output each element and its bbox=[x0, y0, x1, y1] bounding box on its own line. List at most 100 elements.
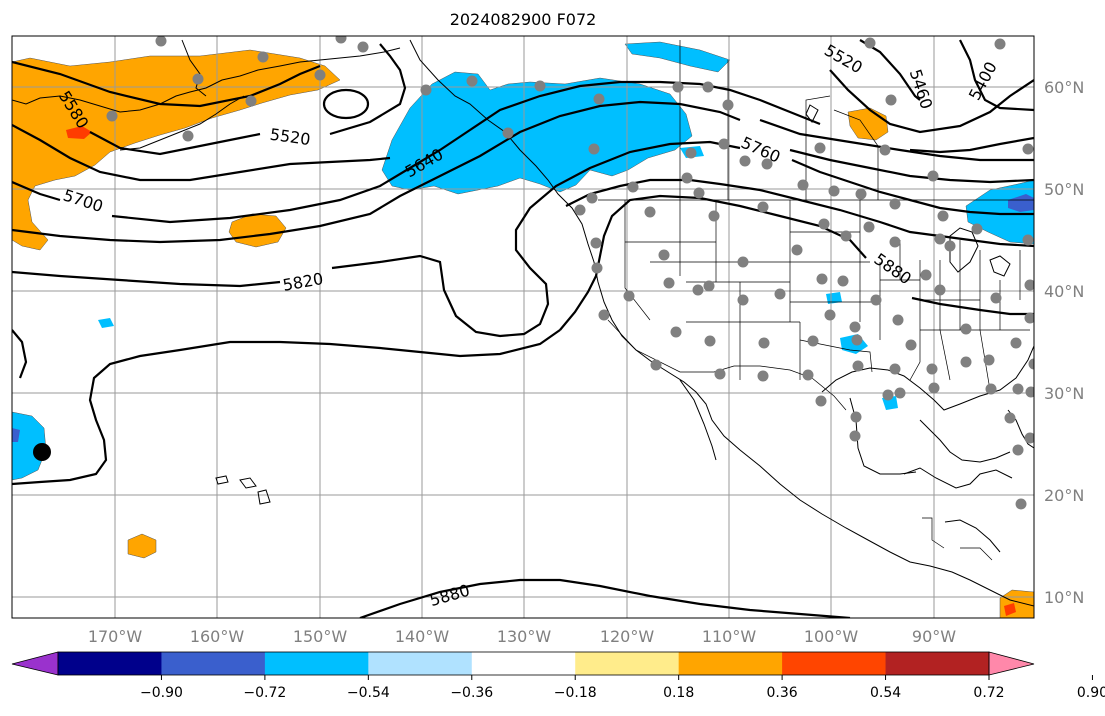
station-dot bbox=[1022, 234, 1034, 246]
station-dot bbox=[420, 84, 432, 96]
station-dot bbox=[840, 230, 852, 242]
station-dot bbox=[892, 314, 904, 326]
station-dot bbox=[837, 275, 849, 287]
station-dot bbox=[960, 323, 972, 335]
station-dot bbox=[182, 130, 194, 142]
station-dot bbox=[758, 337, 770, 349]
map-panel: 5580 5520 5640 5700 5820 5760 5520 5460 … bbox=[12, 36, 1034, 618]
colorbar-tick-label: −0.90 bbox=[140, 685, 183, 701]
station-dot bbox=[1012, 383, 1024, 395]
station-dot bbox=[971, 223, 983, 235]
station-dot bbox=[623, 290, 635, 302]
station-dot bbox=[944, 240, 956, 252]
colorbar-segment bbox=[678, 652, 783, 675]
colorbar-segment bbox=[161, 652, 266, 675]
colorbar-min-arrow bbox=[11, 651, 59, 676]
lon-label: 120°W bbox=[600, 627, 655, 646]
station-dot bbox=[816, 273, 828, 285]
station-dot bbox=[1022, 143, 1034, 155]
colorbar-tick-label: −0.36 bbox=[450, 685, 493, 701]
station-dot bbox=[994, 38, 1006, 50]
station-dot bbox=[864, 37, 876, 49]
station-dot bbox=[889, 363, 901, 375]
lon-label: 170°W bbox=[88, 627, 143, 646]
lon-label: 130°W bbox=[497, 627, 552, 646]
station-dot bbox=[466, 75, 478, 87]
station-dot bbox=[155, 36, 167, 47]
latitude-labels: 60°N 50°N 40°N 30°N 20°N 10°N bbox=[1044, 78, 1084, 607]
station-dot bbox=[870, 294, 882, 306]
colorbar-segment bbox=[264, 652, 369, 675]
station-dot bbox=[824, 309, 836, 321]
station-dot bbox=[851, 334, 863, 346]
lon-label: 110°W bbox=[702, 627, 757, 646]
station-dot bbox=[534, 80, 546, 92]
station-dot bbox=[644, 206, 656, 218]
colorbar-tick-label: 0.54 bbox=[870, 685, 901, 701]
station-dot bbox=[934, 284, 946, 296]
lat-label: 30°N bbox=[1044, 384, 1084, 403]
station-dot bbox=[681, 172, 693, 184]
station-dot bbox=[192, 73, 204, 85]
political-borders bbox=[598, 40, 1034, 561]
station-dot bbox=[757, 370, 769, 382]
station-dot bbox=[591, 262, 603, 274]
station-dot bbox=[593, 93, 605, 105]
lat-label: 40°N bbox=[1044, 282, 1084, 301]
station-dot bbox=[658, 249, 670, 261]
station-dot bbox=[920, 269, 932, 281]
station-dot bbox=[106, 110, 118, 122]
station-dot bbox=[1024, 432, 1034, 444]
colorbar-segment bbox=[782, 652, 887, 675]
station-dot bbox=[814, 142, 826, 154]
station-dot bbox=[718, 138, 730, 150]
station-dot bbox=[828, 185, 840, 197]
station-dot bbox=[882, 389, 894, 401]
station-dot bbox=[714, 368, 726, 380]
station-dot bbox=[802, 369, 814, 381]
station-dot bbox=[894, 387, 906, 399]
station-dot bbox=[598, 309, 610, 321]
station-dot bbox=[990, 292, 1002, 304]
station-dot bbox=[983, 354, 995, 366]
station-dot bbox=[855, 188, 867, 200]
station-dot bbox=[1024, 312, 1034, 324]
station-dot bbox=[708, 210, 720, 222]
negative-anomaly-shading bbox=[12, 41, 1034, 481]
station-dot bbox=[693, 187, 705, 199]
map-frame bbox=[11, 35, 1035, 619]
station-dot bbox=[889, 236, 901, 248]
colorbar-tick-label: −0.72 bbox=[243, 685, 286, 701]
station-dot bbox=[985, 383, 997, 395]
station-dot bbox=[692, 284, 704, 296]
station-dot bbox=[335, 36, 347, 44]
map-title: 2024082900 F072 bbox=[450, 10, 597, 29]
station-dot bbox=[357, 41, 369, 53]
black-marker bbox=[33, 443, 51, 461]
station-dot bbox=[815, 395, 827, 407]
colorbar-tick-label: −0.54 bbox=[347, 685, 390, 701]
station-dot bbox=[627, 181, 639, 193]
station-dot bbox=[934, 233, 946, 245]
station-dot bbox=[590, 237, 602, 249]
station-dot bbox=[852, 360, 864, 372]
colorbar-tick-label: 0.36 bbox=[767, 685, 798, 701]
station-dot bbox=[791, 244, 803, 256]
station-dot bbox=[685, 147, 697, 159]
colorbar: −0.90 −0.72 −0.54 −0.36 −0.18 0.18 0.36 0.54 0.7… bbox=[11, 651, 1105, 701]
lat-label: 10°N bbox=[1044, 588, 1084, 607]
lon-label: 160°W bbox=[190, 627, 245, 646]
station-dot bbox=[926, 363, 938, 375]
colorbar-segment bbox=[368, 652, 473, 675]
station-dot bbox=[257, 51, 269, 63]
station-dot bbox=[850, 411, 862, 423]
station-dot bbox=[663, 277, 675, 289]
station-dot bbox=[889, 198, 901, 210]
colorbar-tick-label: −0.18 bbox=[554, 685, 597, 701]
colorbar-tick-label: 0.72 bbox=[973, 685, 1004, 701]
station-dot bbox=[928, 382, 940, 394]
station-dot bbox=[1028, 358, 1034, 370]
station-dot bbox=[849, 321, 861, 333]
